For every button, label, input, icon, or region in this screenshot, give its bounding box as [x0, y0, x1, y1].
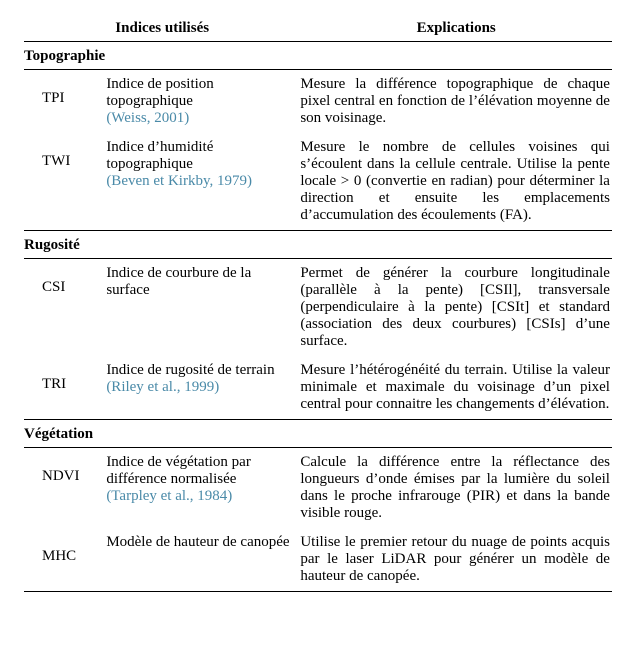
- header-explications: Explications: [300, 20, 612, 37]
- index-name-cell: Indice de courbure de la surface: [106, 265, 300, 299]
- index-abbrev: MHC: [24, 534, 106, 565]
- index-abbrev: TPI: [24, 76, 106, 107]
- index-name: Indice de courbure de la surface: [106, 265, 251, 298]
- index-name: Modèle de hauteur de canopée: [106, 534, 289, 550]
- index-explanation: Mesure le nombre de cellules voisines qu…: [300, 139, 612, 224]
- section-divider: [24, 591, 612, 592]
- table-header-row: Indices utilisés Explications: [24, 20, 612, 42]
- index-explanation: Mesure la différence topographique de ch…: [300, 76, 612, 127]
- index-abbrev: TWI: [24, 139, 106, 170]
- table-row: TWI Indice d’humidité topographique (Bev…: [24, 133, 612, 230]
- table-row: TRI Indice de rugosité de terrain (Riley…: [24, 356, 612, 419]
- index-explanation: Permet de générer la courbure longitudin…: [300, 265, 612, 350]
- table-row: MHC Modèle de hauteur de canopée Utilise…: [24, 528, 612, 591]
- index-abbrev: CSI: [24, 265, 106, 296]
- index-explanation: Mesure l’hétérogénéité du terrain. Utili…: [300, 362, 612, 413]
- index-abbrev: NDVI: [24, 454, 106, 485]
- index-name-cell: Indice de rugosité de terrain (Riley et …: [106, 362, 300, 396]
- section-title: Végétation: [24, 420, 612, 448]
- index-abbrev: TRI: [24, 362, 106, 393]
- index-name-cell: Indice de végétation par différence norm…: [106, 454, 300, 505]
- index-name: Indice d’humidité topographique: [106, 139, 213, 172]
- index-name: Indice de végétation par différence norm…: [106, 454, 251, 487]
- table-row: CSI Indice de courbure de la surface Per…: [24, 259, 612, 356]
- index-name: Indice de position topographique: [106, 76, 213, 109]
- table-row: TPI Indice de position topographique (We…: [24, 70, 612, 133]
- index-name-cell: Modèle de hauteur de canopée: [106, 534, 300, 551]
- index-reference: (Weiss, 2001): [106, 110, 189, 126]
- index-explanation: Utilise le premier retour du nuage de po…: [300, 534, 612, 585]
- index-name-cell: Indice de position topographique (Weiss,…: [106, 76, 300, 127]
- index-name: Indice de rugosité de terrain: [106, 362, 274, 378]
- table-row: NDVI Indice de végétation par différence…: [24, 448, 612, 528]
- section-title: Rugosité: [24, 231, 612, 259]
- index-reference: (Riley et al., 1999): [106, 379, 219, 395]
- indices-table: Indices utilisés Explications Topographi…: [24, 20, 612, 592]
- index-name-cell: Indice d’humidité topographique (Beven e…: [106, 139, 300, 190]
- index-reference: (Beven et Kirkby, 1979): [106, 173, 252, 189]
- section-title: Topographie: [24, 42, 612, 70]
- index-explanation: Calcule la différence entre la réflectan…: [300, 454, 612, 522]
- header-indices: Indices utilisés: [24, 20, 300, 37]
- index-reference: (Tarpley et al., 1984): [106, 488, 232, 504]
